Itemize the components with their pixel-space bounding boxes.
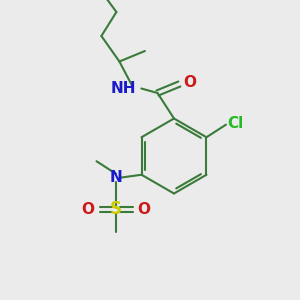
Text: NH: NH — [110, 81, 136, 96]
Text: O: O — [137, 202, 150, 217]
Text: S: S — [110, 200, 122, 218]
Text: Cl: Cl — [227, 116, 244, 131]
Text: O: O — [82, 202, 95, 217]
Text: O: O — [183, 75, 196, 90]
Text: N: N — [110, 170, 122, 185]
